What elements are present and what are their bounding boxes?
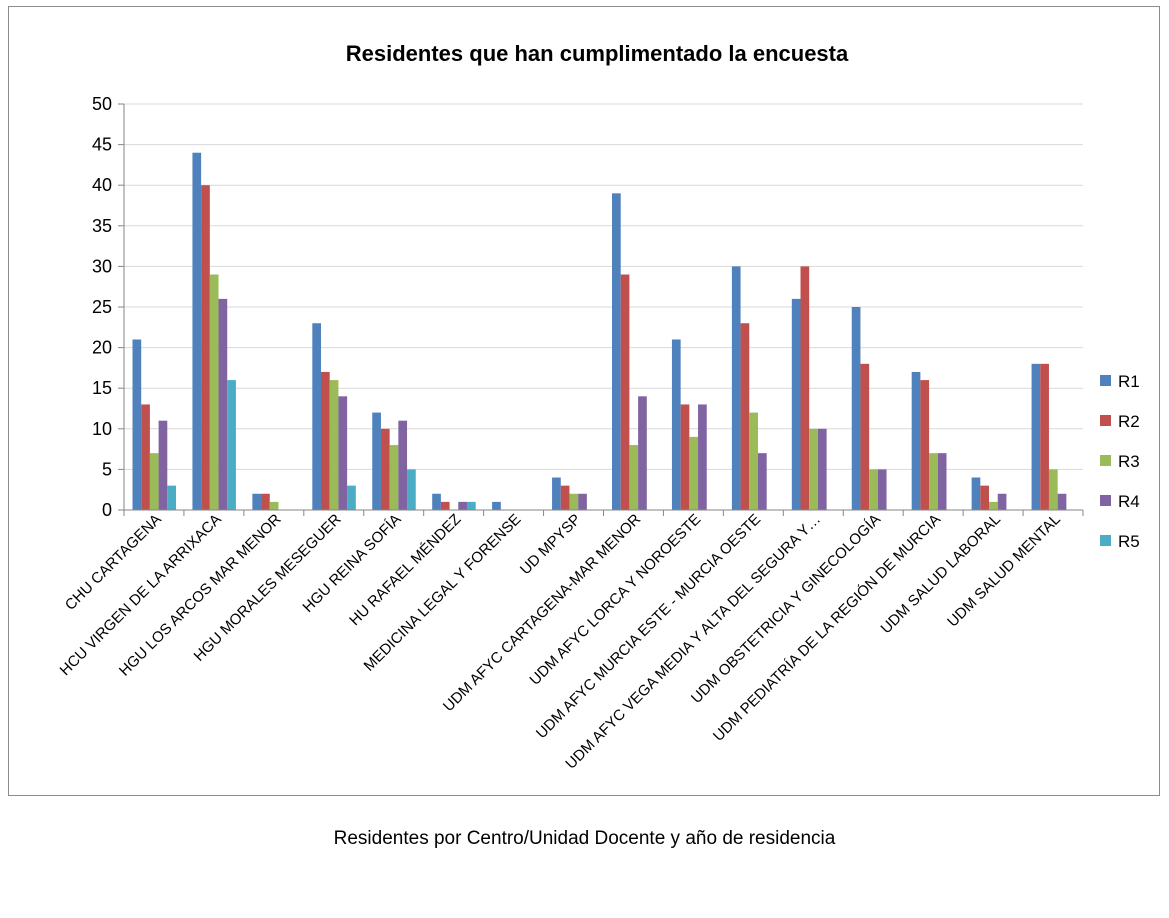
bar-r3 xyxy=(149,453,159,510)
bar-r1 xyxy=(372,412,381,510)
legend-swatch-r3 xyxy=(1100,455,1111,466)
bar-r4 xyxy=(458,501,467,510)
bar-r1 xyxy=(971,477,981,510)
bar-r3 xyxy=(569,493,579,510)
chart-caption: Residentes por Centro/Unidad Docente y a… xyxy=(333,828,836,849)
bar-r2 xyxy=(560,485,570,510)
y-tick-label: 20 xyxy=(92,338,112,358)
chart-frame: Residentes que han cumplimentado la encu… xyxy=(8,6,1160,796)
bar-r4 xyxy=(698,404,707,510)
category-label: HU RAFAEL MÉNDEZ xyxy=(346,511,464,629)
bar-r3 xyxy=(269,501,279,510)
category-label: UDM PEDIATRÍA DE LA REGIÓN DE MURCIA xyxy=(710,511,944,745)
legend-label-r3: R3 xyxy=(1118,452,1140,471)
legend-label-r4: R4 xyxy=(1118,492,1140,511)
bar-r4 xyxy=(338,396,348,510)
y-tick-label: 15 xyxy=(92,378,112,398)
bar-r2 xyxy=(1040,363,1049,510)
bar-r4 xyxy=(638,396,647,510)
bar-r3 xyxy=(629,445,639,510)
y-tick-label: 0 xyxy=(102,500,112,520)
bar-r4 xyxy=(817,428,827,510)
y-tick-label: 30 xyxy=(92,256,112,276)
bar-r2 xyxy=(740,323,750,510)
category-label: HGU REINA SOFÍA xyxy=(299,511,404,616)
bar-r1 xyxy=(791,298,801,510)
bar-r2 xyxy=(860,363,870,510)
chart-title: Residentes que han cumplimentado la encu… xyxy=(346,41,849,66)
bar-r3 xyxy=(689,436,699,510)
bar-r3 xyxy=(1048,469,1058,510)
y-tick-label: 35 xyxy=(92,216,112,236)
category-label: UDM SALUD LABORAL xyxy=(878,511,1004,637)
bar-r3 xyxy=(389,445,399,510)
bar-r4 xyxy=(757,453,767,510)
legend-label-r2: R2 xyxy=(1118,412,1140,431)
bar-r2 xyxy=(201,185,210,510)
bar-r1 xyxy=(312,323,322,510)
bar-r4 xyxy=(578,493,587,510)
category-label: UDM AFYC MURCIA ESTE - MURCIA OESTE xyxy=(533,511,764,742)
bar-r4 xyxy=(218,298,228,510)
bar-r2 xyxy=(920,380,930,510)
bar-r4 xyxy=(398,420,408,510)
bar-r1 xyxy=(192,152,202,510)
bar-r4 xyxy=(937,453,947,510)
bar-r4 xyxy=(158,420,168,510)
bar-r4 xyxy=(877,469,887,510)
bar-r1 xyxy=(731,266,741,510)
bar-r5 xyxy=(167,485,176,510)
bar-r4 xyxy=(997,493,1007,510)
legend-swatch-r5 xyxy=(1100,535,1111,546)
bar-r1 xyxy=(671,339,681,510)
legend-label-r1: R1 xyxy=(1118,372,1140,391)
legend-swatch-r4 xyxy=(1100,495,1111,506)
y-tick-label: 10 xyxy=(92,419,112,439)
bar-r1 xyxy=(132,339,142,510)
bar-r1 xyxy=(252,493,262,510)
category-label: UDM SALUD MENTAL xyxy=(944,511,1064,631)
bar-r3 xyxy=(869,469,878,510)
bar-r1 xyxy=(851,307,861,510)
bar-r1 xyxy=(552,477,561,510)
bar-r3 xyxy=(929,453,938,510)
legend-swatch-r2 xyxy=(1100,415,1111,426)
y-tick-label: 45 xyxy=(92,135,112,155)
bar-r3 xyxy=(749,412,758,510)
legend-label-r5: R5 xyxy=(1118,532,1140,551)
bar-r2 xyxy=(800,266,810,510)
bar-r2 xyxy=(261,493,270,510)
y-tick-label: 5 xyxy=(102,459,112,479)
bar-r3 xyxy=(989,501,998,510)
y-tick-label: 40 xyxy=(92,175,112,195)
bar-r2 xyxy=(141,404,150,510)
bar-r3 xyxy=(809,428,818,510)
bar-r5 xyxy=(347,485,356,510)
category-label: CHU CARTAGENA xyxy=(62,511,165,614)
y-tick-label: 50 xyxy=(92,94,112,114)
bar-r1 xyxy=(432,493,441,510)
bar-r2 xyxy=(980,485,990,510)
bar-r4 xyxy=(1057,493,1067,510)
bar-r3 xyxy=(329,380,339,510)
bar-r1 xyxy=(911,371,921,510)
bar-r2 xyxy=(440,501,450,510)
y-tick-label: 25 xyxy=(92,297,112,317)
bar-r1 xyxy=(1031,363,1041,510)
bar-r1 xyxy=(492,501,501,510)
bar-r3 xyxy=(209,274,219,510)
bar-r5 xyxy=(227,380,236,510)
bar-r2 xyxy=(680,404,690,510)
bar-r2 xyxy=(380,428,390,510)
bar-r1 xyxy=(612,193,621,510)
bar-chart: Residentes que han cumplimentado la encu… xyxy=(57,41,1140,773)
bar-r2 xyxy=(620,274,630,510)
bar-r5 xyxy=(407,469,416,510)
legend-swatch-r1 xyxy=(1100,375,1111,386)
bar-r2 xyxy=(321,371,330,510)
bar-r5 xyxy=(466,501,476,510)
